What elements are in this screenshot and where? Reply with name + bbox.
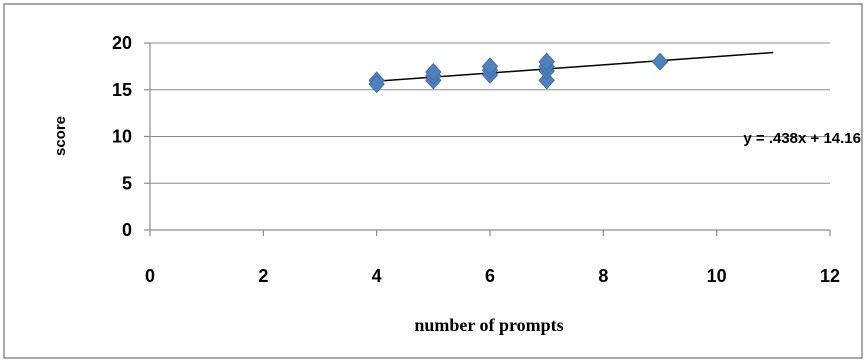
y-axis-title: score [52,116,69,156]
x-tick-label: 8 [598,266,608,286]
trendline-equation: y = .438x + 14.16 [743,130,861,147]
x-tick-label: 0 [145,266,155,286]
data-point [651,52,669,71]
trendline [376,51,774,82]
y-tick-label: 0 [122,220,132,240]
data-point [538,52,555,71]
chart-border [3,3,863,359]
x-axis-title: number of prompts [414,315,563,335]
data-point [481,57,499,76]
trendline-group [376,51,774,82]
x-tick-label: 2 [258,266,268,286]
axes [144,42,831,236]
data-point [538,71,555,90]
tick-labels: 0 2 4 6 8 10 12 0 5 10 15 20 [112,33,840,286]
x-tick-label: 12 [820,266,840,286]
y-tick-label: 5 [122,173,132,193]
x-tick-label: 6 [485,266,495,286]
x-tick-label: 10 [707,266,727,286]
x-tick-label: 4 [372,266,382,286]
data-point [425,62,442,82]
y-tick-label: 20 [112,33,132,53]
gridlines [150,42,830,184]
data-point [368,75,385,94]
y-tick-label: 15 [112,80,132,100]
data-points [368,52,669,94]
y-tick-label: 10 [112,127,132,147]
